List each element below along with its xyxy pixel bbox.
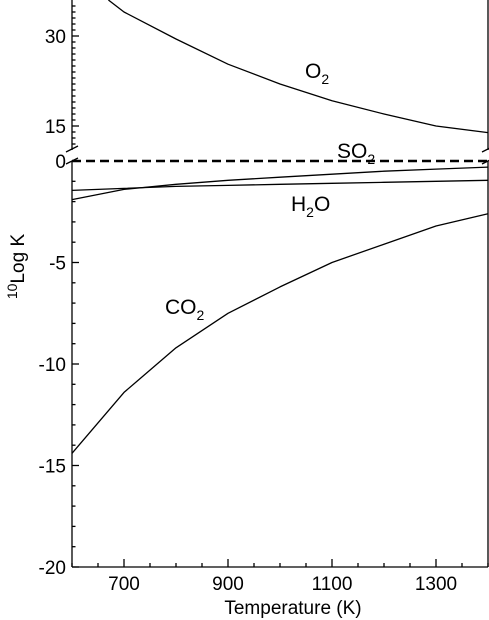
curves	[71, 0, 489, 454]
h2o-label-subscript: 2	[306, 204, 314, 220]
h2o-label-tail: O	[314, 193, 330, 216]
co2-label-subscript: 2	[197, 307, 205, 323]
o2-label: O2	[305, 60, 329, 87]
o2-curve	[108, 0, 489, 134]
y-tick-label: 30	[45, 27, 66, 48]
so2-label-subscript: 2	[367, 151, 375, 167]
y-tick-label: 0	[55, 152, 66, 173]
x-tick-label: 900	[212, 574, 244, 595]
co2-curve	[71, 213, 489, 454]
o2-label-subscript: 2	[321, 71, 329, 87]
y-axis-title-main: Log K	[8, 234, 29, 284]
y-tick-label: -10	[39, 355, 66, 376]
o2-label-main: O	[305, 60, 321, 83]
h2o-label-main: H	[291, 193, 306, 216]
axis-break-mark	[481, 147, 489, 153]
so2-label-main: SO	[337, 140, 367, 163]
y-tick-label: 15	[45, 117, 66, 138]
x-axis-title: Temperature (K)	[224, 598, 361, 619]
so2-label: SO2	[337, 140, 375, 167]
axes: 15 30 0 -5 -10 -15 -20 700 900 1100 1300 Temperatur…	[4, 0, 489, 619]
co2-label-main: CO	[165, 296, 197, 319]
x-tick-label: 700	[108, 574, 140, 595]
so2-curve	[71, 166, 489, 201]
co2-label: CO2	[165, 296, 205, 323]
y-axis-title: 10Log K	[4, 234, 29, 300]
y-tick-label: -20	[39, 558, 66, 579]
x-tick-label: 1300	[415, 574, 457, 595]
axis-break-mark	[481, 159, 489, 165]
y-tick-label: -15	[39, 457, 66, 478]
y-tick-label: -5	[49, 254, 66, 275]
y-axis-title-superscript: 10	[4, 283, 20, 299]
h2o-label: H2O	[291, 193, 330, 220]
axis-break-mark	[65, 145, 79, 153]
x-tick-label: 1100	[312, 574, 353, 595]
h2o-curve	[71, 179, 489, 192]
